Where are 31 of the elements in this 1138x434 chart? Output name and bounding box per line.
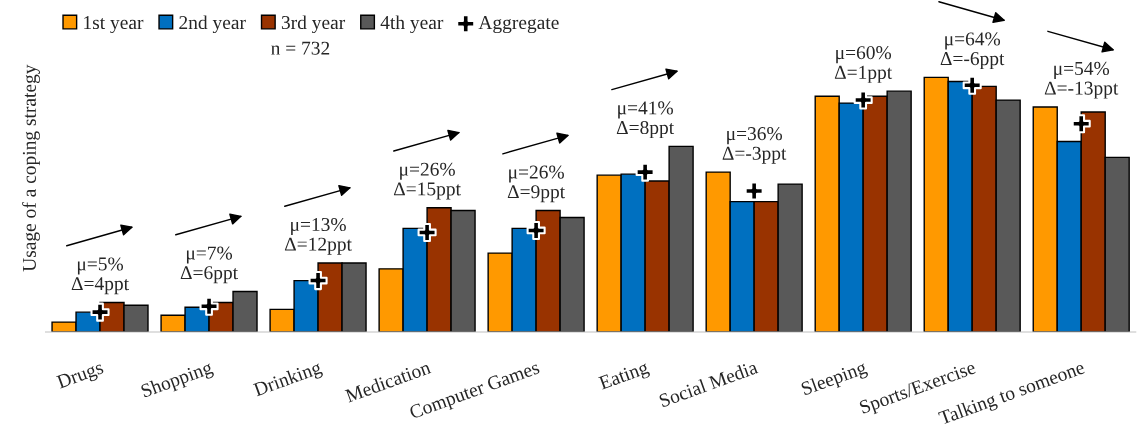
annotation: μ=13% Δ=12ppt [284,217,352,255]
point [1071,114,1091,134]
point [526,220,546,240]
annotation: μ=54% Δ=-13ppt [1044,61,1119,99]
annotation: μ=26% Δ=9ppt [507,165,566,203]
legend-label: 2nd year [179,15,246,34]
point [199,296,219,316]
y-axis-title: Usage of a coping strategy [22,64,40,272]
point [853,90,873,110]
annotation: μ=26% Δ=15ppt [393,162,461,200]
annotation: μ=7% Δ=6ppt [180,246,238,284]
point [744,181,764,201]
annotation: μ=36% Δ=-3ppt [722,127,787,164]
x-tick-label: Social Media [658,359,759,408]
annotation: μ=41% Δ=8ppt [616,101,675,139]
text: μ=64% Δ=-6ppt [940,32,1005,70]
legend-label: Aggregate [478,16,559,34]
x-tick-label: Eating [598,360,651,394]
point [635,162,655,182]
legend-label: 4th year [380,15,444,34]
x-tick-label: Drinking [252,359,324,401]
annotation: μ=5% Δ=4ppt [71,257,129,295]
x-tick-label: Drugs [56,360,106,393]
point [308,271,328,291]
text: n = 732 [271,41,330,55]
legend-label: 3rd year [281,15,346,34]
legend-label: 1st year [84,16,144,34]
point [962,75,982,95]
point [417,222,437,243]
point [90,302,110,322]
annotation: μ=60% Δ=1ppt [834,46,893,83]
